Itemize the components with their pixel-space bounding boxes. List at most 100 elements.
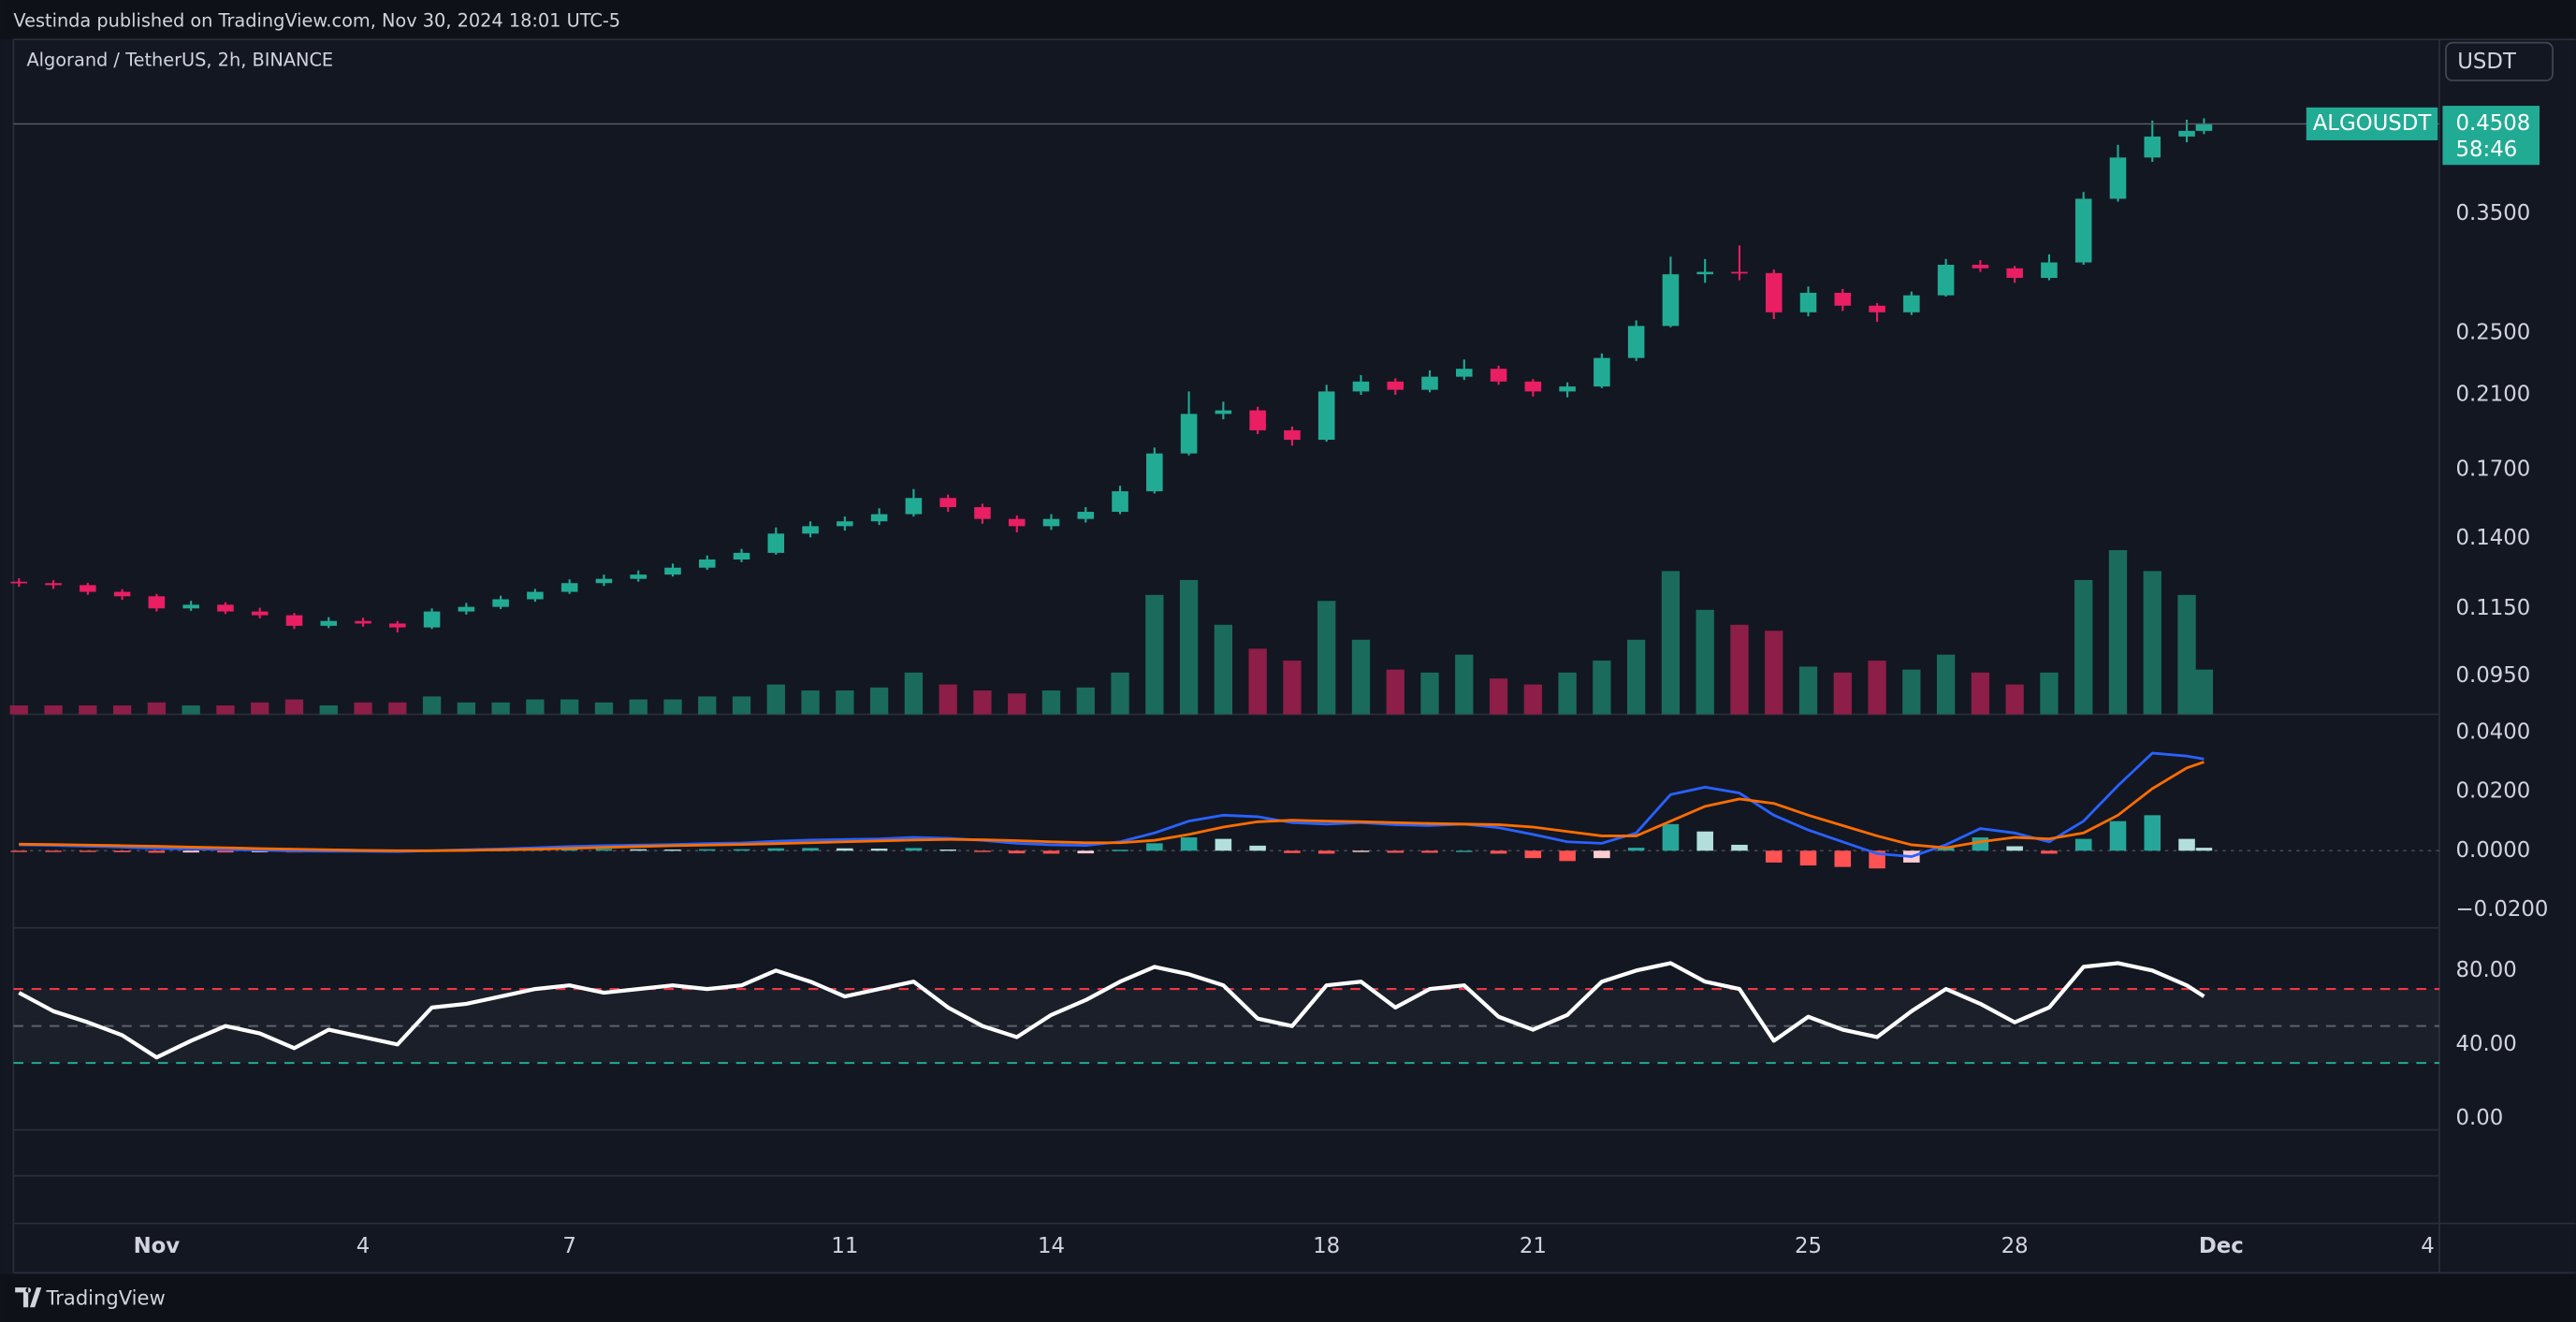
y-tick-label: 0.1700 bbox=[2456, 458, 2531, 482]
macd-histogram-bar bbox=[1421, 850, 1438, 853]
macd-histogram-bar bbox=[45, 850, 62, 852]
candle-body bbox=[285, 615, 303, 626]
macd-histogram-bar bbox=[595, 849, 613, 851]
candle-body bbox=[802, 526, 819, 534]
volume-bar bbox=[251, 702, 269, 715]
candle-body bbox=[1146, 453, 1163, 492]
candle-body bbox=[1112, 491, 1128, 513]
candle-body bbox=[1317, 391, 1335, 441]
volume-bar bbox=[182, 705, 200, 715]
candle-body bbox=[1421, 376, 1438, 390]
candle-body bbox=[1869, 305, 1885, 312]
macd-histogram-bar bbox=[733, 849, 750, 851]
candle-body bbox=[837, 521, 853, 527]
macd-histogram-bar bbox=[1559, 850, 1576, 862]
y-tick-label: 80.00 bbox=[2456, 958, 2517, 982]
macd-histogram-bar bbox=[1490, 850, 1507, 854]
volume-bar bbox=[2040, 672, 2059, 715]
volume-bar bbox=[629, 699, 648, 715]
macd-histogram-bar bbox=[1594, 850, 1610, 859]
currency-button-label[interactable]: USDT bbox=[2457, 50, 2516, 74]
volume-bar bbox=[2074, 579, 2093, 715]
macd-histogram-bar bbox=[870, 849, 888, 851]
macd-histogram-bar bbox=[1937, 848, 1955, 851]
x-tick-label: 4 bbox=[357, 1234, 371, 1258]
y-tick-label: 0.2500 bbox=[2456, 320, 2531, 344]
y-tick-label: −0.0200 bbox=[2456, 897, 2549, 922]
volume-bar bbox=[1351, 639, 1371, 715]
y-tick-label: 0.2100 bbox=[2456, 383, 2531, 407]
y-tick-label: 0.00 bbox=[2456, 1106, 2504, 1130]
macd-histogram-bar bbox=[767, 848, 785, 851]
currency-button[interactable] bbox=[2445, 41, 2554, 81]
candle-body bbox=[182, 604, 199, 609]
y-tick-label: 0.0000 bbox=[2456, 838, 2531, 863]
volume-bar bbox=[869, 687, 889, 715]
candle-body bbox=[2144, 136, 2161, 158]
volume-bar bbox=[1455, 654, 1474, 715]
candle-body bbox=[1765, 272, 1783, 312]
macd-histogram-bar bbox=[80, 850, 96, 852]
macd-histogram-bar bbox=[698, 849, 716, 851]
volume-bar bbox=[1902, 669, 1921, 715]
candle-body bbox=[1834, 292, 1852, 306]
candle-body bbox=[2074, 198, 2092, 263]
candle-body bbox=[217, 604, 234, 612]
macd-histogram-bar bbox=[1317, 850, 1335, 854]
volume-bar bbox=[1179, 579, 1199, 715]
candle-body bbox=[1799, 292, 1817, 312]
candle-body bbox=[1559, 386, 1576, 392]
macd-histogram-bar bbox=[1456, 850, 1473, 852]
macd-histogram-bar bbox=[2006, 846, 2023, 851]
candle-body bbox=[1903, 295, 1920, 312]
volume-bar bbox=[1696, 609, 1714, 715]
last-price-label: 0.4508 bbox=[2456, 111, 2531, 136]
volume-bar bbox=[1626, 639, 1646, 715]
volume-bar bbox=[147, 702, 167, 715]
candle-body bbox=[1352, 381, 1370, 392]
candle-body bbox=[1696, 271, 1713, 275]
candle-body bbox=[2041, 262, 2058, 279]
volume-bar bbox=[939, 684, 957, 715]
macd-histogram-bar bbox=[905, 848, 923, 851]
candle-body bbox=[905, 498, 923, 515]
macd-histogram-bar bbox=[630, 849, 647, 851]
volume-bar bbox=[1798, 666, 1818, 715]
x-tick-label: Nov bbox=[134, 1234, 181, 1258]
volume-bar bbox=[388, 702, 407, 715]
rsi-line bbox=[18, 961, 2205, 1060]
macd-histogram-bar bbox=[1627, 848, 1645, 851]
volume-bar bbox=[1593, 661, 1611, 715]
macd-histogram-bar bbox=[1249, 845, 1266, 851]
candle-body bbox=[2109, 157, 2127, 199]
volume-bar bbox=[2177, 594, 2196, 715]
candle-body bbox=[630, 574, 647, 579]
macd-histogram-bar bbox=[1731, 844, 1748, 851]
volume-bar bbox=[1386, 669, 1404, 715]
volume-bar bbox=[79, 705, 97, 715]
plot-area: Nov 4 7 11 14 18 21 25 28 Dec 4 0.3500 0.2500 0.2100 0… bbox=[9, 106, 2549, 1258]
macd-histogram-bar bbox=[1042, 850, 1060, 854]
macd-histogram-bar bbox=[113, 850, 131, 852]
candle-body bbox=[1937, 265, 1955, 296]
volume-bar bbox=[801, 690, 820, 715]
macd-histogram-bar bbox=[10, 850, 28, 852]
candle-body bbox=[355, 620, 371, 624]
last-price-badge bbox=[2442, 106, 2540, 166]
candle-body bbox=[423, 611, 441, 628]
candle-body bbox=[1077, 512, 1095, 519]
candle-body bbox=[527, 591, 544, 600]
volume-bar bbox=[2005, 684, 2024, 715]
macd-histogram-bar bbox=[2109, 821, 2127, 851]
candle-body bbox=[733, 552, 750, 560]
volume-bar bbox=[1523, 684, 1542, 715]
candle-body bbox=[2178, 130, 2195, 137]
macd-histogram-bar bbox=[1387, 850, 1404, 853]
candle-body bbox=[767, 533, 785, 553]
volume-bar bbox=[319, 705, 338, 715]
volume-bar bbox=[594, 702, 614, 715]
y-tick-label: 0.0400 bbox=[2456, 719, 2531, 744]
macd-histogram-bar bbox=[1077, 850, 1095, 854]
candle-body bbox=[1594, 357, 1610, 387]
